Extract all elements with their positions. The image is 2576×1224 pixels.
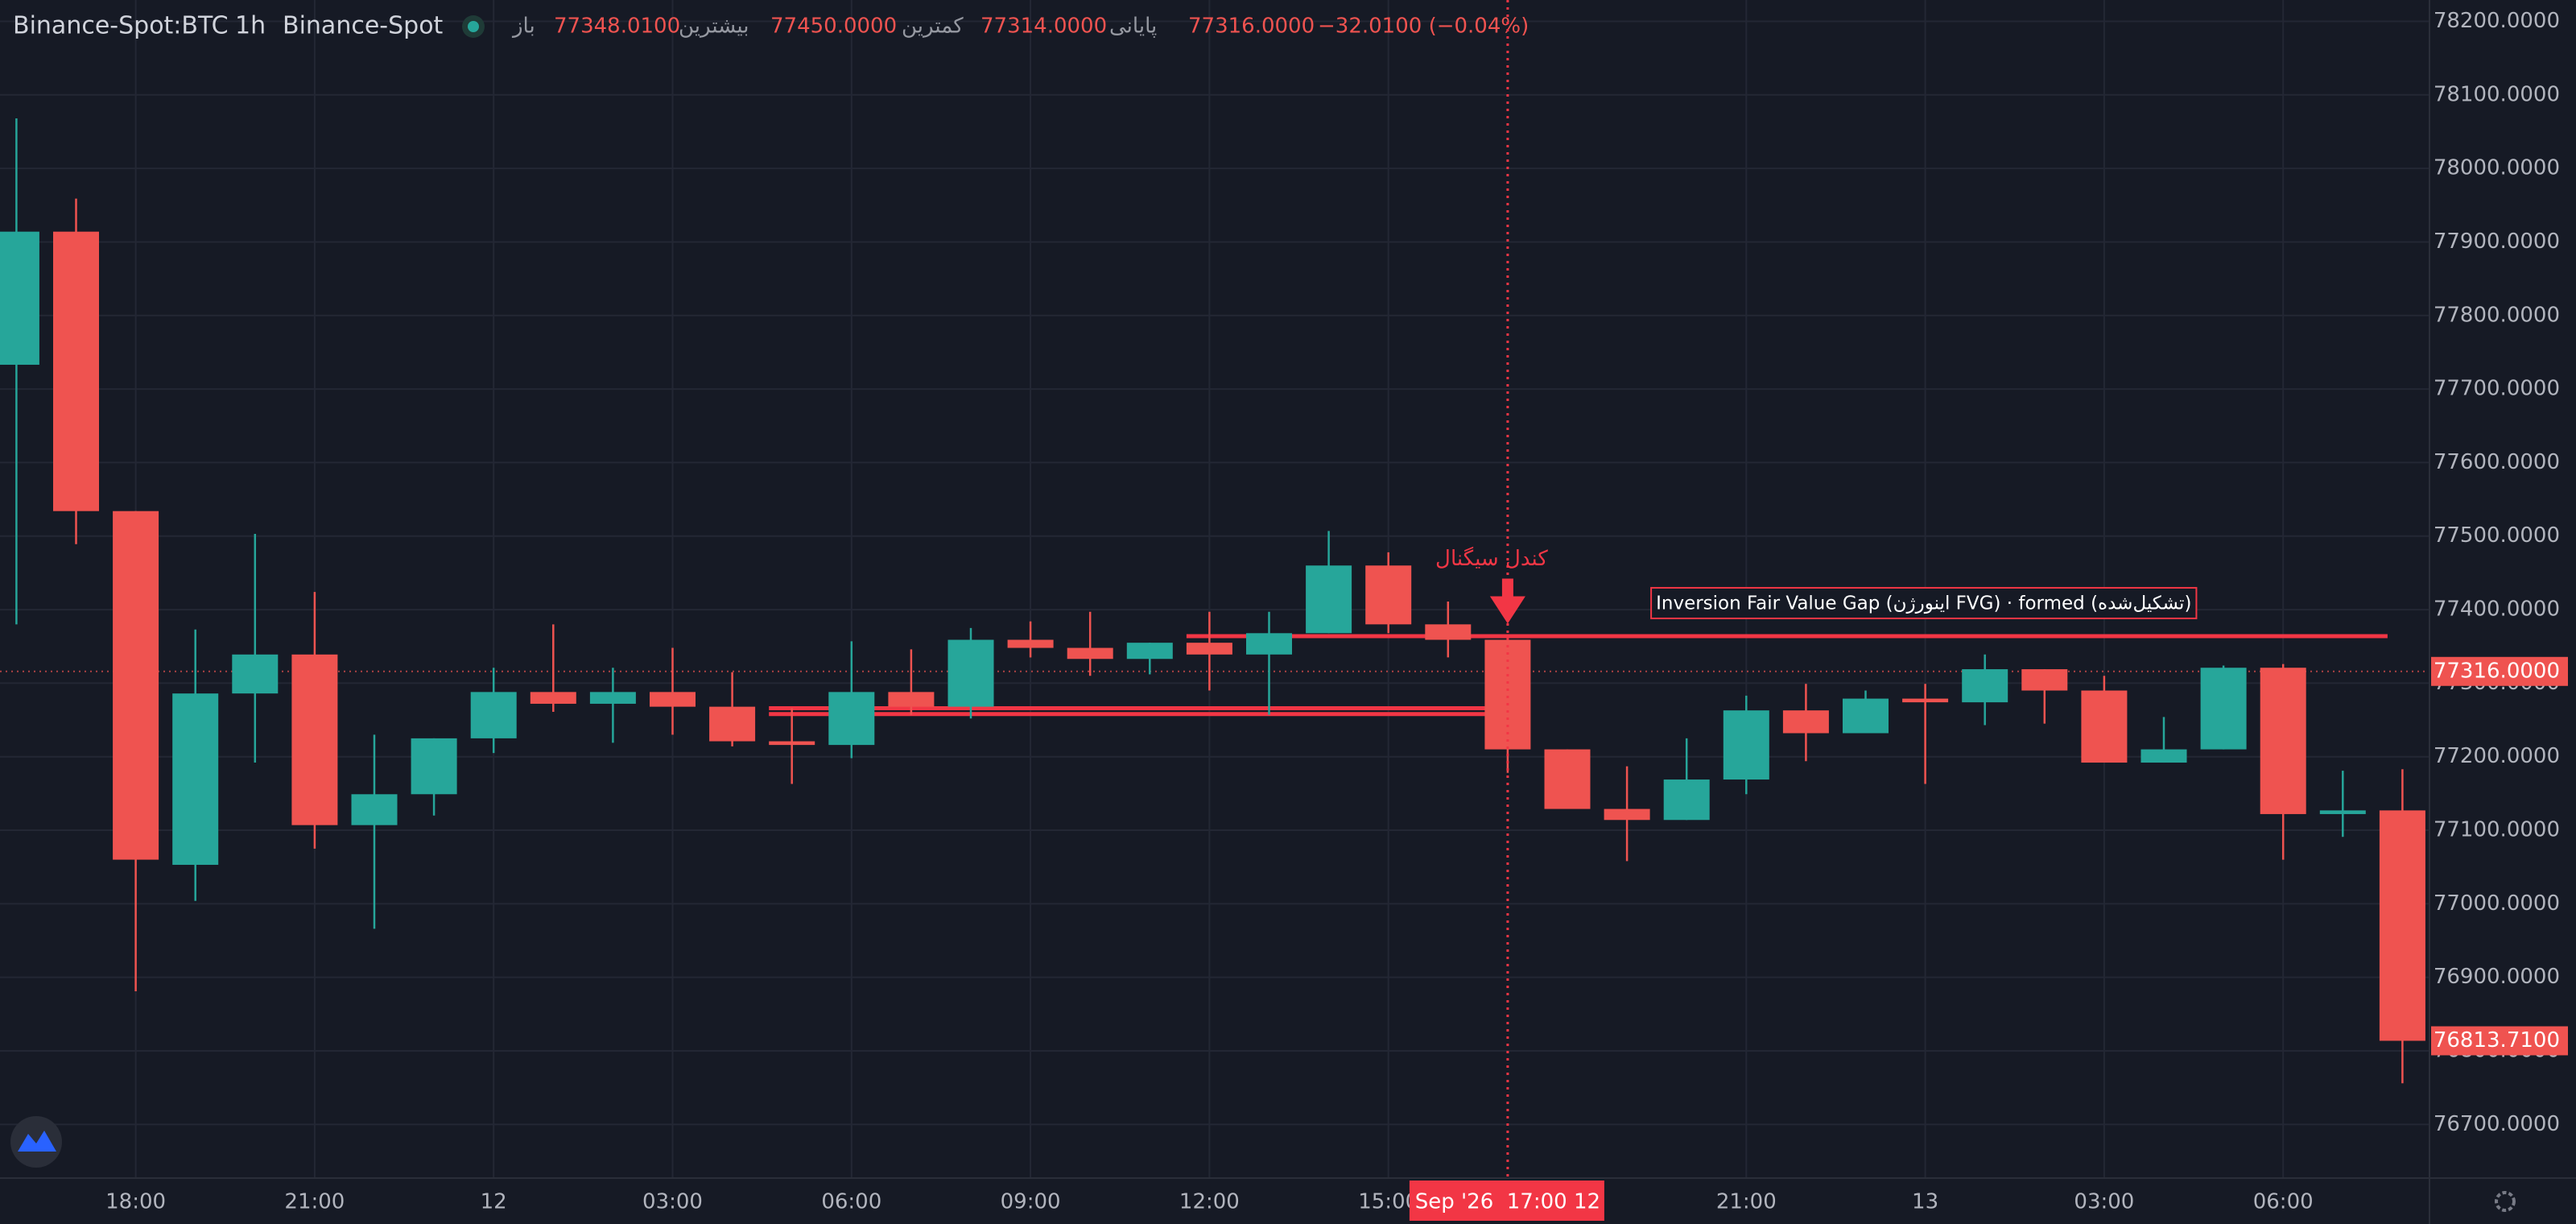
y-tick-label: 77700.0000 [2434,377,2560,401]
ohlc-label: کمترین [902,14,964,39]
logo-circle[interactable] [10,1116,62,1168]
candle-body [1604,808,1650,821]
candle-body [470,692,517,738]
candle-body [1544,749,1591,809]
candle-body [113,511,159,860]
candle-body [1246,633,1292,655]
candle-body [589,692,636,704]
y-tick-label: 77900.0000 [2434,229,2560,254]
candle-body [2081,690,2128,763]
status-dot [468,21,479,32]
candle-body [351,794,398,825]
y-tick-label: 77800.0000 [2434,303,2560,327]
ohlc-label: بیشترین [679,14,749,39]
last-price-tag: 76813.7100 [2434,1028,2560,1052]
y-tick-label: 77000.0000 [2434,891,2560,916]
candle-body [650,692,696,707]
candle-body [53,231,99,511]
crosshair-label-box [1409,1181,1604,1221]
candle-body [1126,643,1173,660]
fvg-label: Inversion Fair Value Gap (اینورژن FVG) ·… [1656,593,2191,614]
x-tick-label: 21:00 [284,1190,345,1214]
candle-body [0,231,39,365]
y-tick-label: 77500.0000 [2434,523,2560,548]
candle-body [769,741,815,746]
signal-label: کندل سیگنال [1435,546,1548,571]
candle-body [1723,710,1769,780]
x-tick-label: 09:00 [1001,1190,1061,1214]
candle-body [947,639,994,707]
fvg-label-box [1650,586,2198,619]
ohlc-value: 77450.0000 [770,14,897,39]
ohlc-label: پایانی [1109,14,1157,39]
y-tick-label: 77600.0000 [2434,450,2560,474]
candle-body [1365,565,1412,625]
candle-body [2319,810,2366,814]
candle-body [1007,639,1054,648]
candle-body [1843,698,1889,734]
x-tick-label: 06:00 [2253,1190,2314,1214]
candle-body [1186,643,1232,655]
candle-body [2260,668,2306,814]
x-tick-label: 12:00 [1179,1190,1240,1214]
candle-body [1425,624,1472,640]
y-tick-label: 76900.0000 [2434,965,2560,989]
settings-icon[interactable] [2495,1191,2516,1212]
candle-body [291,654,338,825]
candle-body [1067,647,1113,660]
y-tick-label: 78100.0000 [2434,82,2560,106]
current-price-tag: 77316.0000 [2434,659,2560,683]
plot [0,0,2429,1178]
exchange: Binance-Spot [283,12,444,40]
y-tick-label: 77400.0000 [2434,598,2560,622]
logo[interactable] [10,1116,62,1168]
x-tick-label: 12 [481,1190,507,1214]
candle-body [411,738,457,795]
interval: 1h [235,12,266,40]
current-price-tag-box [2431,656,2568,686]
candle-body [1306,565,1352,634]
candle-body [172,693,219,865]
candle-body [232,654,279,694]
candle-body [530,692,576,704]
last-price-tag-box [2431,1026,2568,1056]
y-tick-label: 77200.0000 [2434,744,2560,768]
logo-mark[interactable] [18,1131,56,1152]
x-tick-label: 18:00 [105,1190,166,1214]
candle-body [828,692,875,746]
x-tick-label: 06:00 [821,1190,881,1214]
y-tick-label: 76700.0000 [2434,1112,2560,1136]
candle-body [1782,710,1829,734]
x-tick-label: 03:00 [2074,1190,2134,1214]
x-tick-label: 15:00 [1358,1190,1418,1214]
symbol: Binance-Spot:BTC [13,12,229,40]
candle-body [709,706,756,742]
candle-body [1663,779,1710,821]
crosshair-label: Sep '26 17:00 12 [1415,1190,1600,1214]
y-tick-label: 78000.0000 [2434,156,2560,180]
ohlc-value: 77316.0000 [1188,14,1315,39]
ohlc-value: 77314.0000 [980,14,1107,39]
change: −32.0100 (−0.04%) [1318,14,1529,39]
ohlc-value: 77348.0100 [554,14,680,39]
candle-body [2200,668,2247,750]
candle-body [1902,698,1949,703]
candle-body [2379,810,2425,1041]
x-tick-label: 13 [1912,1190,1938,1214]
candle-body [2021,669,2068,691]
candle-body [888,692,935,707]
y-tick-label: 78200.0000 [2434,9,2560,33]
candle-body [2140,749,2187,763]
x-tick-label: 03:00 [642,1190,703,1214]
settings[interactable] [2495,1191,2516,1212]
candle-body [1962,669,2008,703]
x-tick-label: 21:00 [1716,1190,1777,1214]
candle-body [1484,639,1531,750]
ohlc-label: باز [511,14,535,39]
y-tick-label: 77100.0000 [2434,818,2560,842]
